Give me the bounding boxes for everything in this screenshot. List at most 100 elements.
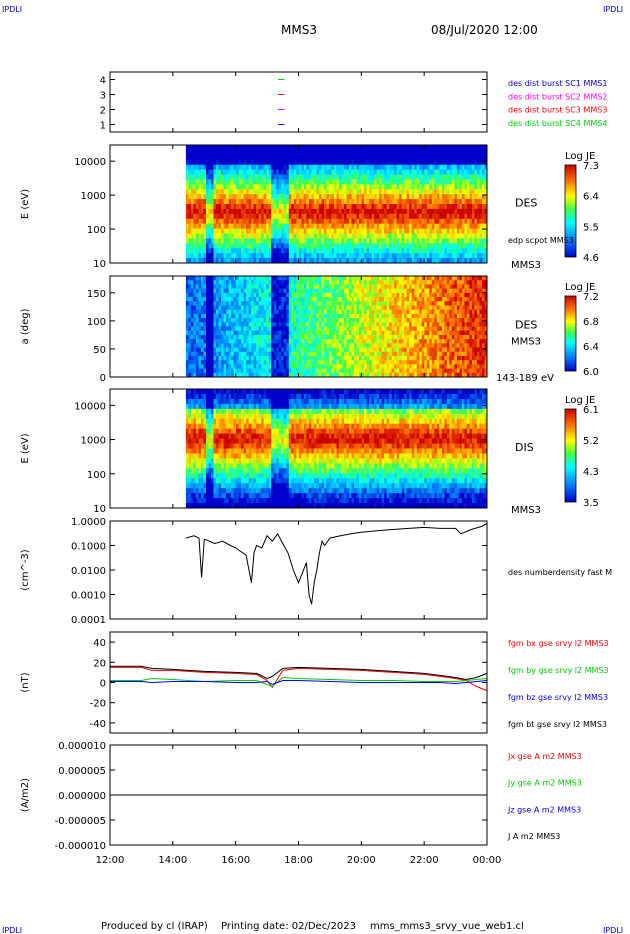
- spectrogram-cell: [364, 199, 367, 205]
- spectrogram-cell: [404, 199, 408, 205]
- spectrogram-cell: [316, 292, 320, 298]
- spectrogram-cell: [293, 164, 297, 170]
- spectrogram-cell: [359, 258, 362, 264]
- spectrogram-cell: [316, 318, 320, 323]
- spectrogram-cell: [454, 228, 458, 234]
- spectrogram-cell: [193, 253, 197, 259]
- spectrogram-cell: [331, 297, 335, 302]
- spectrogram-cell: [203, 339, 207, 344]
- spectrogram-cell: [321, 248, 325, 254]
- spectrogram-cell: [406, 233, 410, 239]
- spectrogram-cell: [278, 334, 282, 340]
- spectrogram-cell: [238, 360, 242, 365]
- spectrogram-cell: [258, 253, 262, 259]
- spectrogram-cell: [228, 339, 232, 344]
- spectrogram-cell: [364, 223, 367, 229]
- spectrogram-cell: [364, 351, 367, 357]
- spectrogram-cell: [328, 164, 332, 170]
- spectrogram-cell: [376, 218, 380, 225]
- spectrogram-cell: [364, 233, 367, 239]
- spectrogram-cell: [421, 248, 425, 254]
- spectrogram-cell: [231, 313, 234, 319]
- spectrogram-cell: [318, 288, 322, 294]
- spectrogram-cell: [273, 360, 277, 365]
- spectrogram-cell: [313, 179, 317, 185]
- spectrogram-cell: [484, 253, 488, 259]
- spectrogram-cell: [200, 228, 204, 234]
- spectrogram-cell: [376, 174, 380, 180]
- spectrogram-cell: [374, 284, 378, 290]
- spectrogram-cell: [336, 288, 340, 294]
- spectrogram-cell: [354, 218, 357, 225]
- spectrogram-cell: [371, 253, 375, 259]
- spectrogram-cell: [251, 243, 255, 249]
- spectrogram-cell: [311, 280, 315, 285]
- spectrogram-cell: [221, 334, 224, 340]
- spectrogram-cell: [278, 368, 282, 374]
- spectrogram-cell: [256, 169, 260, 175]
- spectrogram-cell: [349, 223, 352, 229]
- spectrogram-cell: [185, 204, 189, 210]
- spectrogram-cell: [258, 145, 262, 151]
- spectrogram-cell: [253, 280, 257, 285]
- spectrogram-cell: [466, 204, 470, 210]
- spectrogram-cell: [241, 184, 245, 190]
- spectrogram-cell: [216, 288, 219, 294]
- spectrogram-cell: [283, 305, 287, 311]
- spectrogram-cell: [411, 189, 415, 195]
- spectrogram-cell: [401, 189, 405, 195]
- spectrogram-cell: [356, 339, 360, 344]
- spectrogram-cell: [386, 355, 390, 361]
- spectrogram-cell: [278, 253, 282, 259]
- spectrogram-cell: [248, 194, 252, 200]
- spectrogram-cell: [233, 213, 237, 220]
- spectrogram-cell: [381, 284, 385, 290]
- spectrogram-cell: [399, 184, 403, 190]
- spectrogram-cell: [213, 360, 217, 365]
- spectrogram-cell: [298, 339, 302, 344]
- spectrogram-cell: [248, 238, 252, 244]
- spectrogram-cell: [426, 189, 430, 195]
- spectrogram-cell: [338, 154, 342, 161]
- spectrogram-cell: [286, 218, 290, 225]
- spectrogram-cell: [469, 164, 473, 170]
- spectrogram-cell: [238, 297, 242, 302]
- spectrogram-cell: [394, 248, 398, 254]
- spectrogram-cell: [359, 292, 362, 298]
- spectrogram-cell: [248, 318, 252, 323]
- spectrogram-cell: [238, 334, 242, 340]
- spectrogram-cell: [321, 280, 325, 285]
- spectrogram-cell: [459, 253, 463, 259]
- spectrogram-cell: [228, 164, 232, 170]
- spectrogram-cell: [449, 248, 453, 254]
- spectrogram-cell: [396, 189, 400, 195]
- spectrogram-cell: [288, 288, 292, 294]
- spectrogram-cell: [354, 339, 357, 344]
- spectrogram-cell: [328, 159, 332, 166]
- spectrogram-cell: [346, 213, 350, 220]
- spectrogram-cell: [188, 326, 192, 332]
- spectrogram-cell: [253, 194, 257, 200]
- spectrogram-cell: [216, 248, 219, 254]
- spectrogram-cell: [346, 164, 350, 170]
- spectrogram-cell: [434, 145, 438, 151]
- spectrogram-cell: [286, 360, 290, 365]
- spectrogram-cell: [323, 292, 327, 298]
- spectrogram-cell: [333, 189, 337, 195]
- spectrogram-cell: [311, 309, 315, 315]
- spectrogram-cell: [273, 253, 277, 259]
- spectrogram-cell: [263, 228, 267, 234]
- spectrogram-cell: [338, 330, 342, 336]
- spectrogram-cell: [341, 326, 345, 332]
- spectrogram-cell: [328, 218, 332, 225]
- spectrogram-cell: [311, 204, 315, 210]
- spectrogram-cell: [371, 355, 375, 361]
- spectrogram-cell: [476, 199, 480, 205]
- spectrogram-cell: [236, 164, 240, 170]
- spectrogram-cell: [356, 355, 360, 361]
- spectrogram-cell: [193, 347, 197, 353]
- spectrogram-cell: [349, 364, 352, 369]
- spectrogram-cell: [218, 213, 222, 220]
- spectrogram-cell: [446, 218, 450, 225]
- spectrogram-cell: [464, 213, 468, 220]
